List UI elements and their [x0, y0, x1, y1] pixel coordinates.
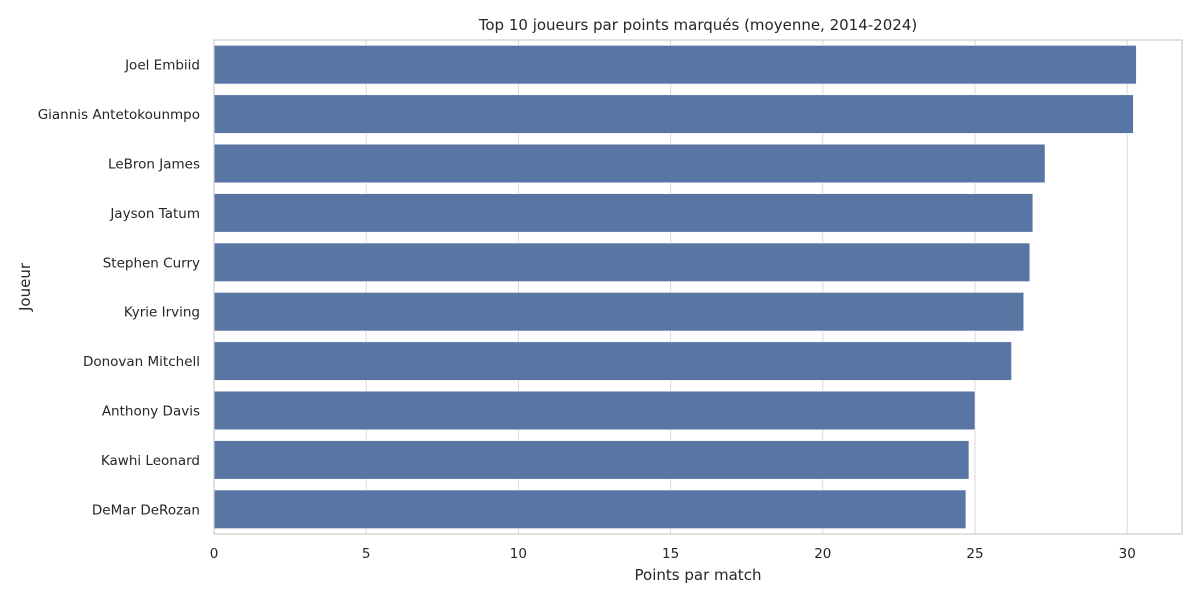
bar: [213, 94, 1134, 134]
bar: [213, 390, 976, 431]
y-tick-label: Kawhi Leonard: [101, 453, 200, 469]
plot-frame: [213, 39, 1183, 535]
y-axis-label: Joueur: [16, 262, 34, 312]
x-axis-label: Points par match: [635, 566, 762, 584]
y-tick-label: Kyrie Irving: [124, 305, 200, 321]
bar: [213, 143, 1046, 184]
x-tick-label: 0: [210, 546, 219, 562]
y-tick-label: Anthony Davis: [102, 404, 200, 420]
x-tick-label: 25: [966, 546, 983, 562]
bar: [213, 292, 1024, 332]
x-tick-label: 5: [362, 546, 371, 562]
x-tick-label: 20: [814, 546, 831, 562]
y-tick-label: Joel Embiid: [124, 58, 200, 74]
x-tick-label: 30: [1119, 546, 1136, 562]
y-tick-label: DeMar DeRozan: [92, 502, 200, 518]
bar: [213, 440, 970, 480]
bar: [213, 341, 1012, 381]
bar: [213, 242, 1031, 282]
chart-title: Top 10 joueurs par points marqués (moyen…: [478, 16, 917, 34]
y-tick-label: LeBron James: [108, 157, 200, 173]
y-tick-label: Donovan Mitchell: [83, 354, 200, 370]
y-tick-label: Stephen Curry: [103, 255, 200, 271]
y-tick-labels: Joel Embiid Giannis Antetokounmpo LeBron J…: [38, 58, 200, 519]
bars: [213, 45, 1137, 529]
bar: [213, 45, 1137, 85]
x-tick-labels: 0 5 10 15 20 25 30: [210, 546, 1136, 562]
y-tick-label: Jayson Tatum: [109, 206, 200, 222]
bar: [213, 489, 967, 529]
y-tick-label: Giannis Antetokounmpo: [38, 107, 200, 123]
bar: [213, 193, 1034, 233]
x-tick-label: 15: [662, 546, 679, 562]
x-tick-label: 10: [510, 546, 527, 562]
